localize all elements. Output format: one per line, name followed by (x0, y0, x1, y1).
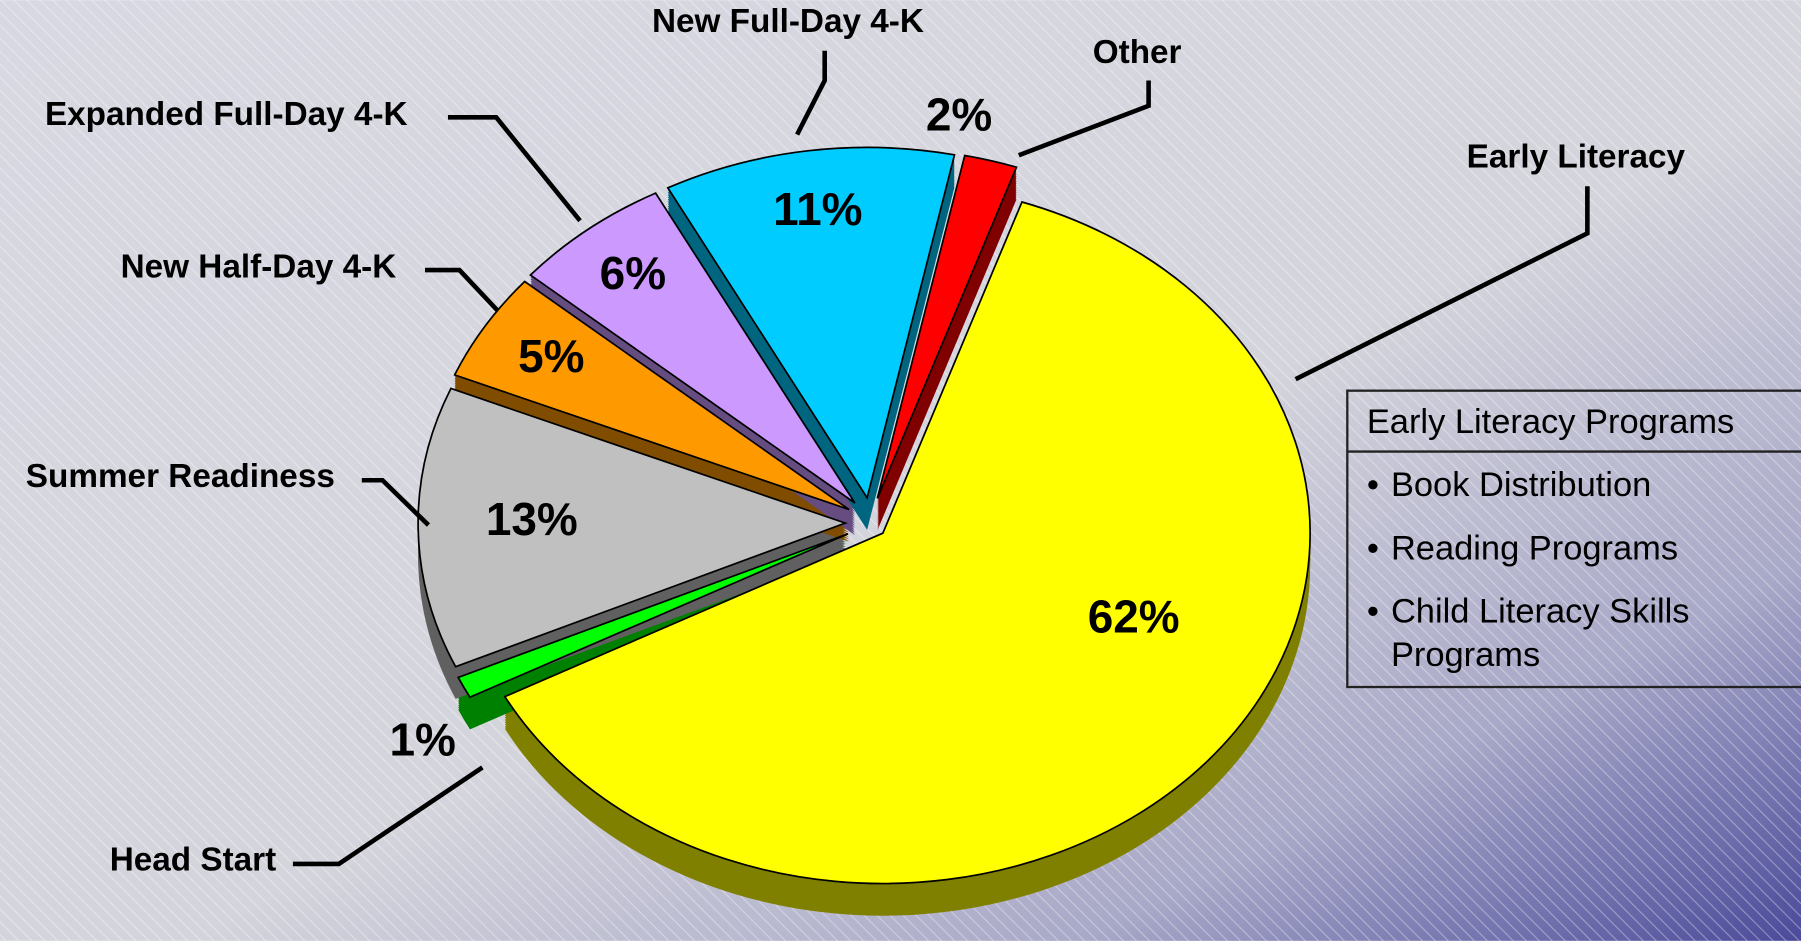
callout-item-line: Child Literacy Skills (1391, 593, 1690, 631)
bullet: • (1367, 529, 1379, 567)
bullet: • (1367, 466, 1379, 504)
category-label: Head Start (110, 841, 277, 878)
callout-item: Book Distribution (1391, 466, 1651, 504)
callout-item: Reading Programs (1391, 529, 1678, 567)
value-label: 11% (773, 183, 862, 235)
value-label: 2% (926, 89, 992, 141)
value-label: 13% (486, 493, 578, 545)
category-label: New Half-Day 4-K (121, 249, 397, 286)
category-label: Expanded Full-Day 4-K (45, 96, 408, 133)
value-label: 1% (389, 713, 455, 765)
callout-item-line: Programs (1391, 636, 1540, 674)
bullet: • (1367, 593, 1379, 631)
category-label: Other (1093, 34, 1182, 71)
category-label: Summer Readiness (26, 458, 335, 495)
page: {"chart_data": {"type": "pie", "categori… (0, 0, 1801, 941)
chart: 62% Early Literacy 1% Head Start 13% Summer R… (0, 0, 1801, 941)
value-label: 6% (600, 247, 666, 299)
callout-title: Early Literacy Programs (1367, 403, 1734, 441)
category-label: New Full-Day 4-K (652, 3, 924, 40)
category-label: Early Literacy (1467, 138, 1686, 175)
value-label: 5% (518, 330, 584, 382)
value-label: 62% (1088, 591, 1180, 643)
